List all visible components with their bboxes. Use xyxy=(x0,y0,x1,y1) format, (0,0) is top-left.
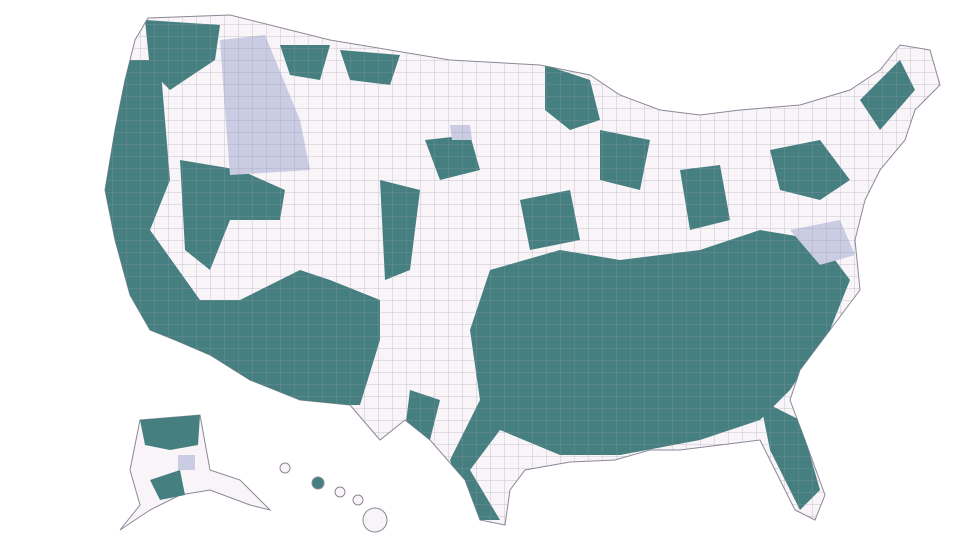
alaska xyxy=(119,414,272,531)
hawaii-island xyxy=(362,507,388,533)
hawaii-island xyxy=(352,494,364,506)
alaska-lavender-region xyxy=(178,455,195,470)
alaska-teal-region xyxy=(150,470,185,500)
hawaii-island xyxy=(334,486,346,498)
hawaii-island xyxy=(311,476,325,490)
hawaii-island xyxy=(279,462,291,474)
hawaii xyxy=(279,462,388,533)
alaska-teal-region xyxy=(140,415,200,450)
